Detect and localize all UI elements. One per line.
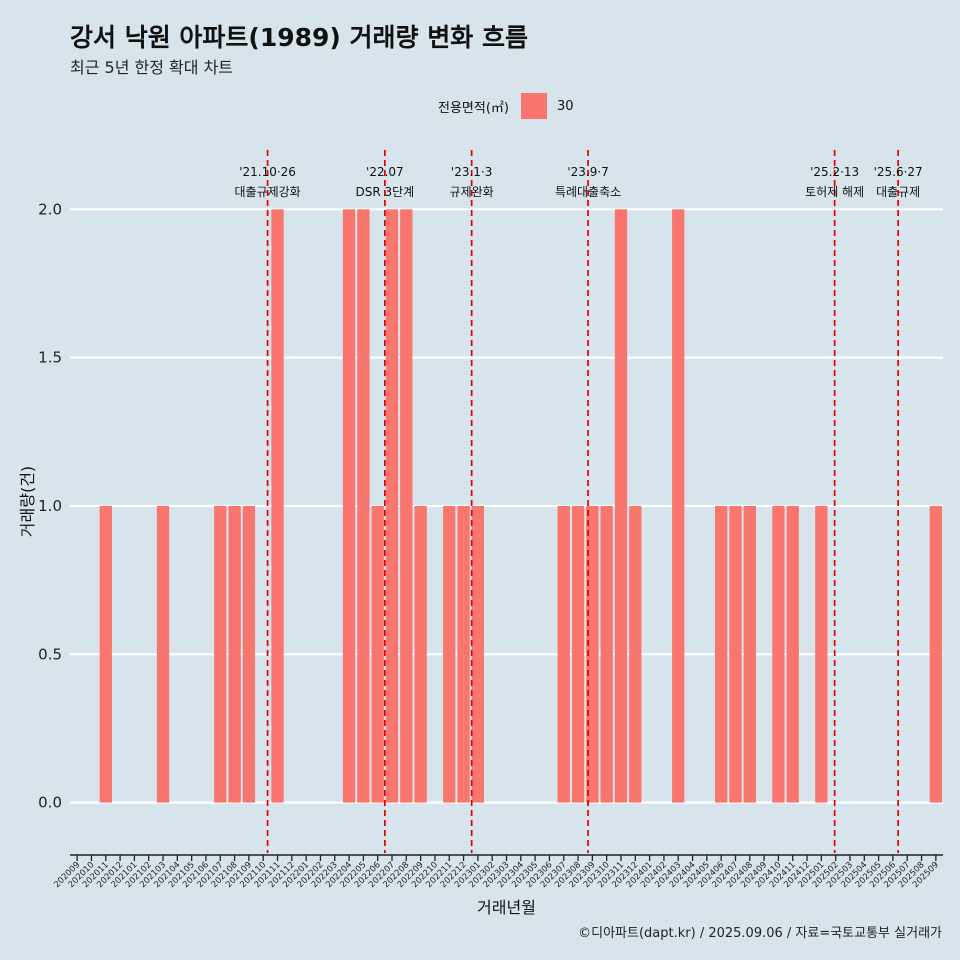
legend-key-30 (520, 93, 547, 119)
bar (729, 505, 742, 803)
annotation-text: 토허제 해제 (805, 185, 864, 199)
bar (242, 505, 256, 803)
annotation-date: '25.2·13 (810, 165, 859, 179)
bar (214, 505, 227, 803)
y-tick-label: 1.5 (38, 349, 62, 367)
bar (743, 505, 756, 803)
bar (400, 209, 413, 803)
bar (600, 505, 613, 803)
bar (715, 505, 728, 803)
y-tick-label: 0.5 (38, 645, 62, 663)
bar (271, 209, 284, 803)
bar (99, 505, 112, 803)
bar (586, 505, 599, 803)
bar (571, 505, 585, 803)
y-axis-title: 거래량(건) (18, 466, 37, 537)
bar (385, 209, 399, 803)
bar (614, 209, 628, 803)
bar (414, 505, 427, 803)
legend-title: 전용면적(㎡) (438, 100, 509, 116)
annotation-text: 대출규제 (876, 185, 920, 199)
bar (342, 209, 356, 803)
annotation-text: 규제완화 (450, 185, 494, 199)
x-axis-title: 거래년월 (477, 898, 536, 917)
annotation-text: DSR 3단계 (355, 185, 414, 199)
annotation-text: 특례대출축소 (555, 185, 621, 199)
y-tick-label: 0.0 (38, 794, 62, 812)
bar (672, 209, 685, 803)
bar (772, 505, 785, 803)
chart-subtitle: 최근 5년 한정 확대 차트 (70, 58, 234, 77)
chart-title: 강서 낙원 아파트(1989) 거래량 변화 흐름 (70, 23, 528, 52)
bar (786, 505, 799, 803)
legend-label-30: 30 (556, 98, 574, 114)
legend: 전용면적(㎡) 30 (438, 93, 574, 119)
y-tick-label: 1.0 (38, 497, 62, 515)
y-tick-label: 2.0 (38, 200, 62, 218)
bar (557, 505, 570, 803)
annotation-date: '23.9·7 (567, 165, 608, 179)
bar (357, 209, 370, 803)
annotation-date: '25.6·27 (874, 165, 923, 179)
annotation-date: '22.07 (366, 165, 404, 179)
bar (457, 505, 470, 803)
bar (156, 505, 170, 803)
annotation-date: '21.10·26 (239, 165, 296, 179)
bar (228, 505, 241, 803)
bar (815, 505, 828, 803)
bar (443, 505, 456, 803)
annotation-date: '23.1·3 (451, 165, 492, 179)
bar (629, 505, 642, 803)
bar (371, 505, 384, 803)
annotation-text: 대출규제강화 (234, 185, 300, 199)
chart-caption: ©디아파트(dapt.kr) / 2025.09.06 / 자료=국토교통부 실… (578, 926, 942, 941)
bar (471, 505, 485, 803)
bar (929, 505, 942, 803)
